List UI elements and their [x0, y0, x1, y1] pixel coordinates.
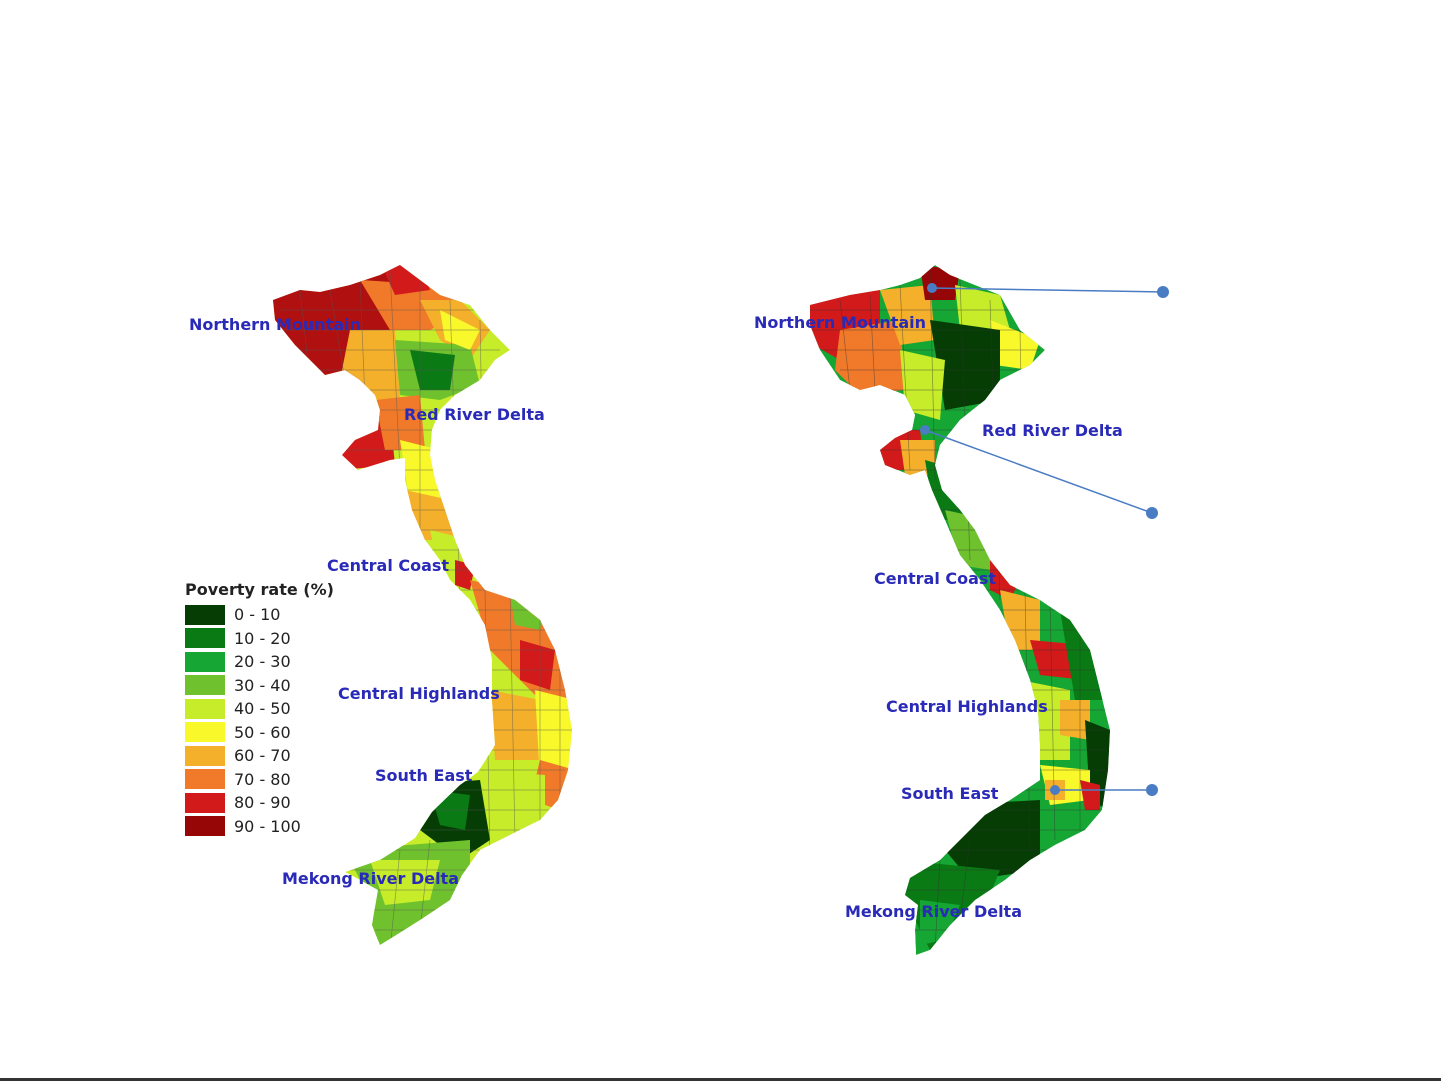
- legend-label: 70 - 80: [234, 769, 291, 789]
- callout-dot-south-start: [1050, 785, 1060, 795]
- legend-item: 70 - 80: [185, 768, 334, 792]
- legend-swatch: [185, 628, 225, 649]
- callout-line-middle: [924, 429, 1153, 514]
- left-label-mekong-river-delta: Mekong River Delta: [282, 869, 459, 888]
- legend-swatch: [185, 745, 225, 766]
- legend-swatch: [185, 698, 225, 719]
- bottom-border: [0, 1078, 1441, 1081]
- legend-label: 10 - 20: [234, 628, 291, 648]
- legend-swatch: [185, 816, 225, 837]
- callout-lines: [920, 283, 1169, 796]
- legend-item: 80 - 90: [185, 791, 334, 815]
- callout-dot-middle-end: [1146, 507, 1158, 519]
- left-label-northern-mountain: Northern Mountain: [189, 315, 362, 334]
- right-label-red-river-delta: Red River Delta: [982, 421, 1123, 440]
- right-label-northern-mountain: Northern Mountain: [754, 313, 927, 332]
- legend-swatch: [185, 722, 225, 743]
- legend-item: 20 - 30: [185, 650, 334, 674]
- callout-dot-north-start: [927, 283, 937, 293]
- legend-label: 60 - 70: [234, 746, 291, 766]
- legend-swatch: [185, 675, 225, 696]
- legend-title: Poverty rate (%): [185, 580, 334, 599]
- legend-item: 0 - 10: [185, 603, 334, 627]
- legend-label: 30 - 40: [234, 675, 291, 695]
- callout-line-north: [931, 287, 1164, 293]
- right-map: [810, 265, 1110, 955]
- right-label-south-east: South East: [901, 784, 999, 803]
- left-label-south-east: South East: [375, 766, 473, 785]
- left-map: [273, 265, 572, 945]
- left-label-central-highlands: Central Highlands: [338, 684, 500, 703]
- legend-label: 90 - 100: [234, 816, 301, 836]
- left-label-red-river-delta: Red River Delta: [404, 405, 545, 424]
- right-label-central-highlands: Central Highlands: [886, 697, 1048, 716]
- legend-item: 50 - 60: [185, 721, 334, 745]
- callout-dot-middle-start: [920, 425, 930, 435]
- right-label-central-coast: Central Coast: [874, 569, 997, 588]
- legend-label: 0 - 10: [234, 605, 281, 625]
- legend-item: 10 - 20: [185, 627, 334, 651]
- legend-label: 50 - 60: [234, 722, 291, 742]
- legend-swatch: [185, 792, 225, 813]
- legend: Poverty rate (%) 0 - 10 10 - 20 20 - 30 30 …: [185, 580, 334, 838]
- callout-dot-north-end: [1157, 286, 1169, 298]
- legend-label: 80 - 90: [234, 793, 291, 813]
- legend-swatch: [185, 651, 225, 672]
- legend-label: 20 - 30: [234, 652, 291, 672]
- legend-label: 40 - 50: [234, 699, 291, 719]
- left-map-district-lines: [273, 269, 572, 945]
- legend-item: 30 - 40: [185, 674, 334, 698]
- legend-swatch: [185, 769, 225, 790]
- legend-item: 40 - 50: [185, 697, 334, 721]
- legend-swatch: [185, 604, 225, 625]
- left-label-central-coast: Central Coast: [327, 556, 450, 575]
- legend-item: 90 - 100: [185, 815, 334, 839]
- legend-rows: 0 - 10 10 - 20 20 - 30 30 - 40 40 - 50 50 - 6…: [185, 603, 334, 838]
- callout-dot-south-end: [1146, 784, 1158, 796]
- right-label-mekong-river-delta: Mekong River Delta: [845, 902, 1022, 921]
- legend-item: 60 - 70: [185, 744, 334, 768]
